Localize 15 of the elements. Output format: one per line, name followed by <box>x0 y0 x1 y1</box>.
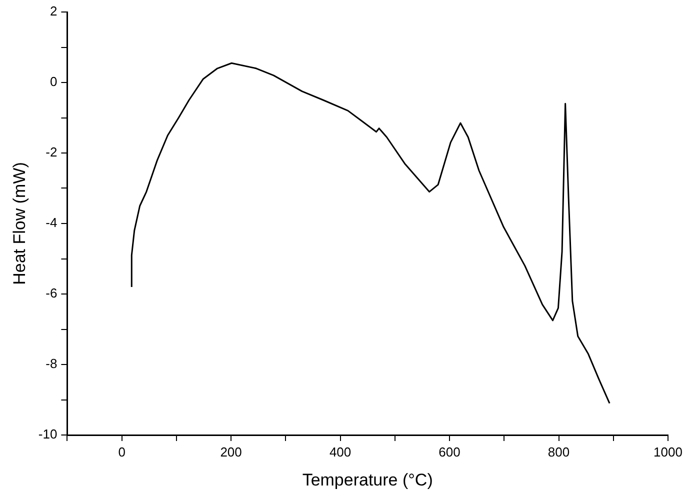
y-tick-label: 0 <box>50 74 58 90</box>
y-axis-title: Heat Flow (mW) <box>10 162 29 285</box>
x-tick-label: 200 <box>220 444 242 460</box>
y-tick-label: -2 <box>46 144 58 160</box>
y-tick-label: -10 <box>38 426 58 442</box>
x-axis-title: Temperature (°C) <box>302 470 433 490</box>
x-tick-label: 1000 <box>654 444 682 460</box>
x-tick-label: 0 <box>118 444 126 460</box>
x-tick-label: 400 <box>329 444 352 460</box>
y-tick-label: -8 <box>46 356 58 372</box>
x-tick-label: 600 <box>438 444 460 460</box>
y-tick-label: 2 <box>50 4 58 19</box>
y-tick-label: -4 <box>46 215 58 230</box>
y-tick-label: -6 <box>46 286 58 301</box>
x-tick-label: 800 <box>548 444 570 460</box>
